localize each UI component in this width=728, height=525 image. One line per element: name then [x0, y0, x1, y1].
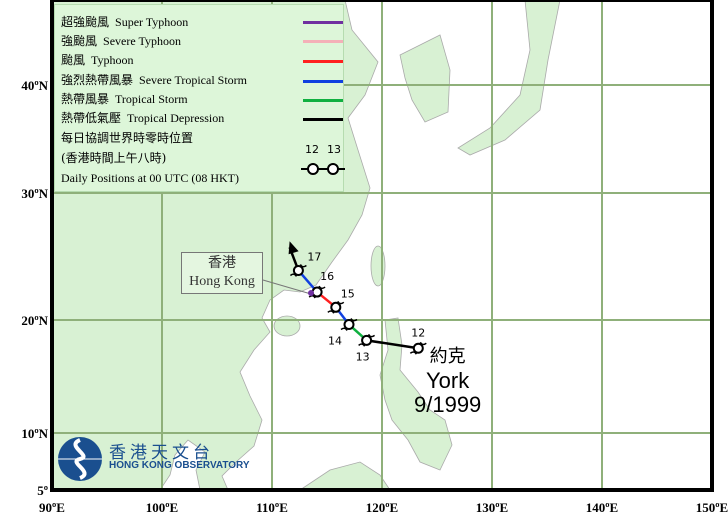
- cyclone-symbol-icon: [327, 300, 345, 314]
- storm-track: 12 13 14 15 16 17: [288, 241, 427, 363]
- daily-position: [412, 342, 424, 354]
- hko-name-en: HONG KONG OBSERVATORY: [109, 460, 250, 471]
- korea: [399, 34, 451, 123]
- legend-daily-zh-1: 每日協調世界時零時位置: [61, 131, 194, 145]
- lat-label: 30ºN: [21, 186, 48, 201]
- day-label: 13: [356, 350, 370, 363]
- japan: [457, 0, 561, 156]
- legend-item-tropical-storm: 熱帶風暴 Tropical Storm: [61, 92, 188, 106]
- storm-date: 9/1999: [414, 392, 482, 417]
- legend-line-typhoon: [303, 60, 343, 63]
- legend-item-severe-typhoon: 強颱風 Severe Typhoon: [61, 34, 181, 48]
- hko-emblem-icon: [58, 437, 102, 481]
- hong-kong-label: 香港 Hong Kong: [181, 252, 263, 294]
- legend-item-severe-tropical-storm: 強烈熱帶風暴 Severe Tropical Storm: [61, 73, 248, 87]
- hko-name-zh: 香港天文台: [109, 443, 214, 463]
- legend-item-typhoon: 颱風 Typhoon: [61, 53, 134, 67]
- hong-kong-zh: 香港: [208, 256, 236, 271]
- day-label: 12: [411, 326, 425, 339]
- legend-line-tropical-storm: [303, 99, 343, 102]
- storm-name-zh: 約克: [429, 346, 466, 367]
- daily-position: [311, 286, 323, 298]
- lon-label: 90ºE: [39, 500, 65, 515]
- lat-label: 40ºN: [21, 78, 48, 93]
- day-label: 15: [341, 287, 355, 300]
- grid: [52, 0, 712, 490]
- map-frame: [50, 0, 714, 492]
- legend-line-tropical-depression: [303, 118, 343, 121]
- storm-name-en: York: [426, 368, 470, 393]
- legend-line-severe-typhoon: [303, 40, 343, 43]
- legend-item-tropical-depression: 熱帶低氣壓 Tropical Depression: [61, 111, 225, 125]
- lon-label: 100ºE: [146, 500, 178, 515]
- track-segment: [366, 339, 419, 350]
- day-label: 16: [320, 270, 334, 283]
- lon-label: 110ºE: [256, 500, 288, 515]
- legend-line-super-typhoon: [303, 21, 343, 24]
- daily-position: [361, 334, 373, 346]
- heading-arrow: [288, 241, 299, 255]
- daily-position: [330, 301, 342, 313]
- legend-item-super-typhoon: 超強颱風 Super Typhoon: [61, 15, 189, 29]
- cyclone-symbol-icon: [358, 333, 376, 347]
- legend: 超強颱風 Super Typhoon 強颱風 Severe Typhoon 颱風 Ty…: [54, 4, 345, 192]
- storm-name: 約克 York 9/1999: [414, 345, 481, 417]
- lat-label: 10ºN: [21, 426, 48, 441]
- cyclone-symbol-icon: [340, 318, 358, 331]
- legend-daily-en: Daily Positions at 00 UTC (08 HKT): [61, 171, 239, 185]
- lon-label: 120ºE: [366, 500, 398, 515]
- lat-label: 5º: [37, 483, 48, 498]
- lon-label: 130ºE: [476, 500, 508, 515]
- legend-line-severe-tropical-storm: [303, 80, 343, 83]
- day-label: 17: [307, 250, 321, 263]
- hong-kong-en: Hong Kong: [189, 274, 255, 289]
- legend-sample-day-13: 13: [327, 143, 341, 156]
- axis-labels: 90ºE 100ºE 110ºE 120ºE 130ºE 140ºE 150ºE 5º 10ºN…: [21, 78, 728, 515]
- daily-position: [292, 264, 304, 276]
- lat-label: 20ºN: [21, 313, 48, 328]
- legend-sample-day-12: 12: [305, 143, 319, 156]
- lon-label: 150ºE: [696, 500, 728, 515]
- lon-label: 140ºE: [586, 500, 618, 515]
- cyclone-symbol-icon: [289, 264, 307, 277]
- cyclone-symbol-icon: [409, 341, 427, 355]
- legend-daily-zh-2: (香港時間上午八時): [61, 151, 167, 165]
- daily-position: [343, 319, 355, 331]
- day-label: 14: [328, 335, 342, 348]
- legend-position-symbol: [301, 163, 345, 175]
